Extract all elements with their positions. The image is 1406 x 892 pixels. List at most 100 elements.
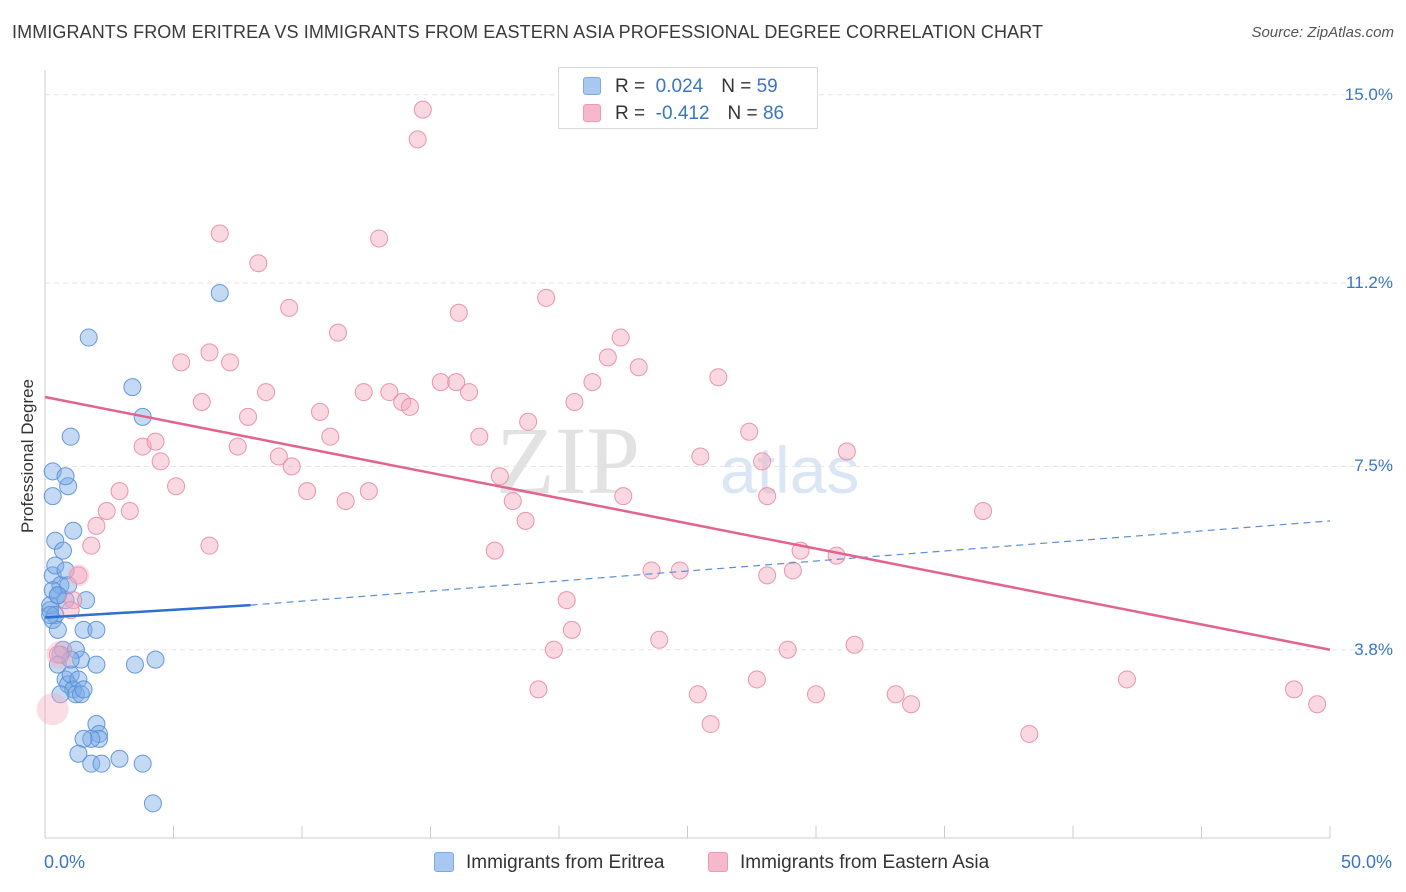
eastern-asia-point <box>778 640 797 659</box>
eastern-asia-point <box>886 685 905 704</box>
eastern-asia-point <box>753 452 772 471</box>
eastern-asia-point <box>269 447 288 466</box>
bottom-legend-label-eritrea: Immigrants from Eritrea <box>466 852 665 873</box>
eastern-asia-point <box>519 412 538 431</box>
bottom-legend-swatch-eritrea <box>434 852 454 872</box>
eritrea-point <box>48 586 67 605</box>
trend-line-eastern-asia <box>44 395 1331 651</box>
eastern-asia-point <box>747 670 766 689</box>
eastern-asia-point <box>69 566 88 585</box>
eritrea-point <box>74 620 93 639</box>
eritrea-point <box>87 655 106 674</box>
eritrea-point <box>43 581 62 600</box>
eritrea-point <box>74 680 93 699</box>
eastern-asia-point-cluster <box>36 693 69 726</box>
eritrea-point <box>46 556 65 575</box>
y-tick-label: 15.0% <box>1344 84 1393 104</box>
eastern-asia-point <box>845 635 864 654</box>
eastern-asia-point <box>97 501 116 520</box>
eritrea-point <box>43 487 62 506</box>
eritrea-point <box>89 729 108 748</box>
eastern-asia-point <box>228 437 247 456</box>
eritrea-point <box>61 427 80 446</box>
eritrea-point <box>125 655 144 674</box>
eritrea-point <box>48 620 67 639</box>
eastern-asia-point <box>516 511 535 530</box>
r-label: R = <box>615 103 646 124</box>
eastern-asia-point <box>783 561 802 580</box>
eritrea-point <box>46 531 65 550</box>
eastern-asia-point <box>200 536 219 555</box>
eastern-asia-point <box>1308 695 1327 714</box>
eastern-asia-point <box>807 685 825 704</box>
trend-line-eritrea-dashed <box>250 520 1331 606</box>
eastern-asia-point <box>614 487 633 506</box>
eastern-asia-point <box>192 392 211 411</box>
trend-line-eritrea-solid <box>44 603 251 619</box>
eastern-asia-point <box>249 254 268 273</box>
eastern-asia-point <box>336 492 355 511</box>
eastern-asia-point <box>490 467 509 486</box>
eastern-asia-point <box>447 373 466 392</box>
axes <box>44 70 1331 839</box>
bottom-legend-eastern-asia: Immigrants from Eastern Asia <box>708 852 989 874</box>
eastern-asia-point <box>298 482 317 501</box>
bottom-legend-label-eastern-asia: Immigrants from Eastern Asia <box>740 852 990 873</box>
series-eastern-asia-points <box>36 100 1327 743</box>
eastern-asia-point <box>239 407 258 426</box>
bottom-legend-eritrea: Immigrants from Eritrea <box>434 852 664 874</box>
n-value: 86 <box>762 103 785 124</box>
eastern-asia-point <box>758 487 777 506</box>
y-tick-label: 7.5% <box>1354 456 1393 476</box>
eastern-asia-point <box>537 288 556 307</box>
eastern-asia-point <box>688 685 707 704</box>
eastern-asia-point <box>902 695 921 714</box>
eastern-asia-point <box>370 229 389 248</box>
r-value: 0.024 <box>655 76 704 97</box>
eastern-asia-point <box>146 432 165 451</box>
eritrea-point <box>110 749 129 768</box>
eritrea-point <box>51 685 70 704</box>
eastern-asia-point <box>257 383 276 402</box>
series-eritrea-points <box>41 283 229 813</box>
eastern-asia-point <box>354 383 373 402</box>
gridlines <box>45 94 1390 651</box>
eastern-asia-point <box>709 368 728 387</box>
eastern-asia-point <box>837 442 856 461</box>
n-value: 59 <box>756 76 778 97</box>
eritrea-point <box>66 640 85 659</box>
eastern-asia-point <box>460 383 479 402</box>
eritrea-point <box>87 620 106 639</box>
eastern-asia-point <box>449 303 468 322</box>
eastern-asia-point <box>110 482 129 501</box>
eastern-asia-point <box>48 645 67 664</box>
eastern-asia-point <box>120 501 139 520</box>
trend-lines <box>44 395 1331 651</box>
eastern-asia-point <box>598 348 617 367</box>
eastern-asia-point <box>740 422 759 441</box>
eastern-asia-point <box>151 452 170 471</box>
eritrea-point <box>79 328 98 347</box>
eastern-asia-point <box>670 561 689 580</box>
y-tick-label: 3.8% <box>1354 639 1393 659</box>
chart-title: IMMIGRANTS FROM ERITREA VS IMMIGRANTS FR… <box>12 22 1044 42</box>
eritrea-point <box>82 754 101 773</box>
eastern-asia-point <box>321 427 340 446</box>
eastern-asia-point <box>485 541 504 560</box>
eastern-asia-point <box>503 492 522 511</box>
eastern-asia-point <box>557 591 576 610</box>
eastern-asia-point <box>431 373 450 392</box>
legend-swatch-eritrea <box>583 77 601 95</box>
eastern-asia-point <box>629 358 648 377</box>
eastern-asia-point <box>562 620 581 639</box>
eastern-asia-point <box>408 130 427 149</box>
eastern-asia-point <box>282 457 301 476</box>
eritrea-point <box>146 650 165 669</box>
stats-legend-row-eastern-asia: R = -0.412 N = 86 <box>583 103 784 125</box>
y-axis-label: Professional Degree <box>18 378 37 534</box>
eritrea-point <box>56 467 75 486</box>
eritrea-point <box>69 744 88 763</box>
eastern-asia-point <box>827 546 846 565</box>
r-value: -0.412 <box>655 103 710 124</box>
eritrea-point <box>53 541 72 560</box>
